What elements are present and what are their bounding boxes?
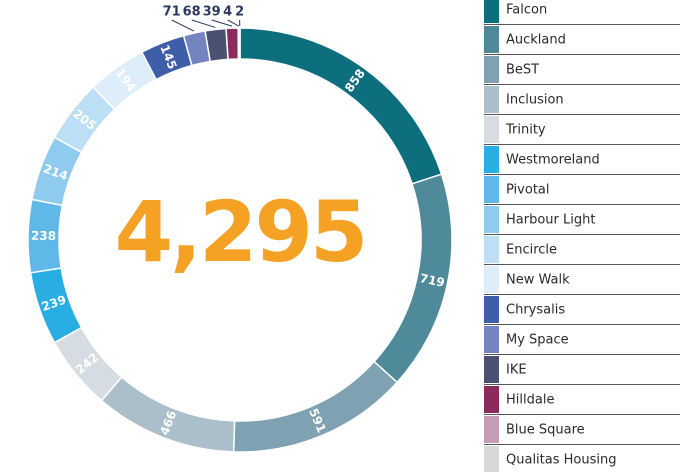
legend-swatch bbox=[484, 386, 499, 413]
donut-segment bbox=[239, 27, 443, 185]
legend-swatch bbox=[484, 416, 499, 443]
legend-label: BeST bbox=[506, 63, 539, 78]
legend-swatch bbox=[484, 326, 499, 353]
legend-swatch bbox=[484, 206, 499, 233]
legend-label: Auckland bbox=[506, 33, 566, 48]
donut-segment bbox=[232, 360, 399, 453]
legend-label: IKE bbox=[506, 363, 527, 378]
segment-label: 68 bbox=[183, 5, 201, 20]
donut-segment bbox=[225, 27, 240, 61]
legend-swatch bbox=[484, 116, 499, 143]
leader-line bbox=[211, 19, 233, 27]
legend-swatch bbox=[484, 56, 499, 83]
legend-swatch bbox=[484, 0, 499, 23]
legend-label: Pivotal bbox=[506, 183, 550, 198]
legend-label: Hilldale bbox=[506, 393, 554, 408]
segment-label: 719 bbox=[419, 271, 446, 290]
legend-swatch bbox=[484, 446, 499, 472]
segment-label: 39 bbox=[203, 5, 221, 20]
legend-label: Harbour Light bbox=[506, 213, 595, 228]
legend-label: Blue Square bbox=[506, 423, 585, 438]
legend-label: Encircle bbox=[506, 243, 557, 258]
segment-label: 238 bbox=[31, 229, 56, 243]
legend-swatch bbox=[484, 86, 499, 113]
legend-label: New Walk bbox=[506, 273, 570, 288]
leader-line bbox=[227, 19, 239, 27]
legend-label: Chrysalis bbox=[506, 303, 565, 318]
leader-line bbox=[171, 19, 195, 32]
legend-label: My Space bbox=[506, 333, 569, 348]
legend-swatch bbox=[484, 236, 499, 263]
legend-swatch bbox=[484, 146, 499, 173]
legend-label: Westmoreland bbox=[506, 153, 600, 168]
segment-label: 71 bbox=[163, 5, 181, 20]
legend-label: Inclusion bbox=[506, 93, 564, 108]
legend-label: Qualitas Housing bbox=[506, 453, 616, 468]
legend-swatch bbox=[484, 296, 499, 323]
legend-swatch bbox=[484, 266, 499, 293]
legend-swatch bbox=[484, 356, 499, 383]
donut-segment bbox=[238, 27, 241, 60]
leader-line bbox=[191, 19, 216, 28]
legend-swatch bbox=[484, 176, 499, 203]
center-total: 4,295 bbox=[115, 183, 366, 281]
segment-label: 2 bbox=[235, 5, 244, 20]
legend-label: Falcon bbox=[506, 3, 547, 18]
legend-label: Trinity bbox=[505, 123, 546, 138]
segment-label: 4 bbox=[223, 5, 232, 20]
legend-swatch bbox=[484, 26, 499, 53]
